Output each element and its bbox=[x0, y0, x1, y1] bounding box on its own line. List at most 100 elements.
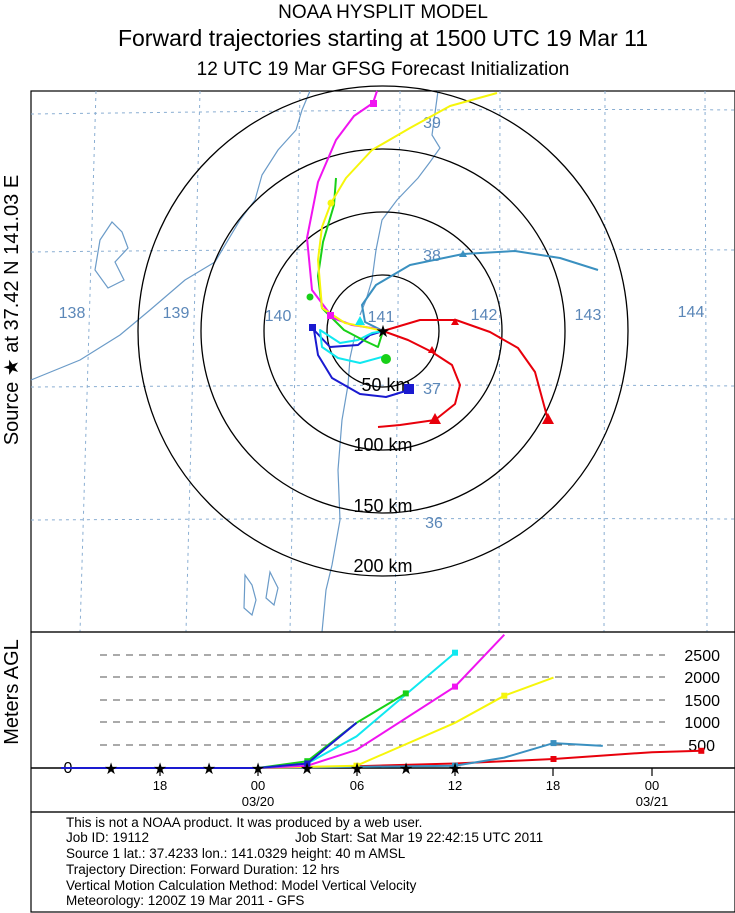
trajectory-steel bbox=[361, 250, 599, 332]
vertical-profile-blue bbox=[61, 722, 358, 769]
ring-label: 200 km bbox=[353, 556, 412, 576]
time-label: 06 bbox=[350, 778, 364, 793]
marker-magenta-top bbox=[370, 100, 377, 107]
longitude-labels: 138 139 140 141 142 143 144 bbox=[59, 304, 705, 326]
vertical-marker-magenta bbox=[452, 683, 458, 690]
horizontal-trajectories bbox=[306, 90, 599, 428]
marker-yellow bbox=[327, 199, 335, 207]
trajectory-markers bbox=[306, 100, 554, 424]
job-start: Job Start: Sat Mar 19 22:42:15 UTC 2011 bbox=[295, 830, 543, 845]
star-marker: ★ bbox=[399, 759, 413, 778]
job-id: Job ID: 19112 bbox=[66, 830, 149, 845]
disclaimer: This is not a NOAA product. It was produ… bbox=[66, 815, 422, 830]
marker-red-a bbox=[451, 318, 459, 325]
marker-cyan bbox=[355, 316, 365, 325]
marker-blue-end bbox=[404, 384, 414, 394]
model-title: NOAA HYSPLIT MODEL bbox=[278, 2, 488, 23]
height-levels: 2500 2000 1500 1000 500 bbox=[100, 648, 720, 755]
range-ring-200km bbox=[137, 85, 629, 577]
vertical-marker-cyan bbox=[452, 649, 458, 656]
lat-label: 39 bbox=[423, 115, 441, 132]
time-label: 12 bbox=[448, 778, 462, 793]
level-label: 2000 bbox=[684, 670, 720, 687]
time-label: 00 bbox=[645, 778, 659, 793]
vertical-marker-yellow bbox=[353, 762, 360, 769]
coastline bbox=[30, 90, 441, 633]
range-ring-labels: 50 km 100 km 150 km 200 km bbox=[353, 375, 412, 576]
trajectory-magenta bbox=[306, 90, 384, 332]
vertical-profiles bbox=[61, 634, 705, 770]
level-label: 1000 bbox=[684, 715, 720, 732]
trajectory-red-inner bbox=[377, 330, 461, 428]
ring-label: 150 km bbox=[353, 496, 412, 516]
trajectory-cyan bbox=[319, 329, 384, 364]
marker-red-b bbox=[428, 346, 436, 353]
time-label: 18 bbox=[546, 778, 560, 793]
range-rings bbox=[137, 85, 629, 577]
marker-red-d bbox=[429, 413, 441, 424]
source-info: Source 1 lat.: 37.4233 lon.: 141.0329 he… bbox=[66, 846, 406, 861]
date-label: 03/21 bbox=[636, 794, 669, 809]
trajectory-yellow bbox=[317, 92, 498, 332]
star-marker: ★ bbox=[448, 759, 462, 778]
vertical-marker-red bbox=[550, 756, 557, 762]
lon-label: 143 bbox=[575, 307, 602, 324]
star-marker: ★ bbox=[153, 759, 167, 778]
vertical-marker-yellow bbox=[501, 692, 508, 699]
ring-label: 100 km bbox=[353, 435, 412, 455]
range-ring-100km bbox=[263, 211, 503, 451]
trajectory-title: Forward trajectories starting at 1500 UT… bbox=[118, 25, 648, 51]
range-ring-150km bbox=[200, 148, 566, 514]
lon-label: 138 bbox=[59, 305, 86, 322]
meteorology: Meteorology: 1200Z 19 Mar 2011 - GFS bbox=[66, 893, 304, 908]
vertical-marker-steel bbox=[550, 740, 557, 747]
level-label: 2500 bbox=[684, 648, 720, 665]
lon-label: 139 bbox=[163, 305, 190, 322]
source-star: ★ bbox=[375, 322, 390, 342]
vertical-marker-blue bbox=[304, 760, 311, 767]
star-marker: ★ bbox=[350, 759, 364, 778]
level-label: 1500 bbox=[684, 693, 720, 710]
vertical-frame bbox=[30, 631, 735, 813]
star-marker: ★ bbox=[202, 759, 216, 778]
marker-red-c bbox=[542, 413, 554, 424]
date-label: 03/20 bbox=[242, 794, 275, 809]
marker-green bbox=[306, 293, 314, 301]
vertical-method: Vertical Motion Calculation Method: Mode… bbox=[66, 878, 417, 893]
star-marker: ★ bbox=[104, 759, 118, 778]
lon-label: 140 bbox=[265, 308, 292, 325]
forecast-initialization: 12 UTC 19 Mar GFSG Forecast Initializati… bbox=[197, 59, 570, 80]
trajectory-red-outer bbox=[382, 319, 549, 421]
time-label: 00 bbox=[251, 778, 265, 793]
lat-label: 37 bbox=[423, 381, 441, 398]
time-ticks bbox=[159, 768, 653, 776]
vertical-profile-green bbox=[61, 692, 407, 769]
star-marker: ★ bbox=[251, 759, 265, 778]
vertical-profile-yellow bbox=[61, 676, 554, 769]
vertical-marker-red bbox=[698, 747, 705, 754]
star-marker: ★ bbox=[300, 759, 314, 778]
lon-label: 144 bbox=[678, 304, 705, 321]
lat-lon-grid bbox=[30, 90, 735, 633]
marker-steel bbox=[459, 250, 467, 257]
vertical-profile-cyan bbox=[61, 651, 456, 769]
footer-frame bbox=[30, 811, 735, 913]
trajectory-direction: Trajectory Direction: Forward Duration: … bbox=[66, 862, 340, 877]
marker-green-end bbox=[381, 354, 391, 364]
lon-label: 142 bbox=[471, 307, 498, 324]
marker-magenta bbox=[327, 312, 334, 319]
vertical-profile-steel bbox=[61, 742, 603, 769]
range-ring-50km bbox=[326, 274, 440, 388]
time-labels: 18 00 06 12 18 00 03/20 03/21 bbox=[153, 778, 669, 809]
lat-label: 36 bbox=[425, 515, 443, 532]
vertical-marker-steel bbox=[452, 762, 458, 769]
lon-label: 141 bbox=[368, 309, 395, 326]
vertical-marker-green bbox=[402, 690, 409, 697]
time-label: 18 bbox=[153, 778, 167, 793]
ring-label: 50 km bbox=[361, 375, 410, 395]
source-location-label: Source ★ at 37.42 N 141.03 E bbox=[1, 175, 23, 445]
vertical-axis-label: Meters AGL bbox=[1, 639, 23, 745]
hourly-star-markers: ★ ★ ★ ★ ★ ★ ★ ★ bbox=[104, 759, 462, 778]
marker-blue bbox=[309, 324, 316, 331]
